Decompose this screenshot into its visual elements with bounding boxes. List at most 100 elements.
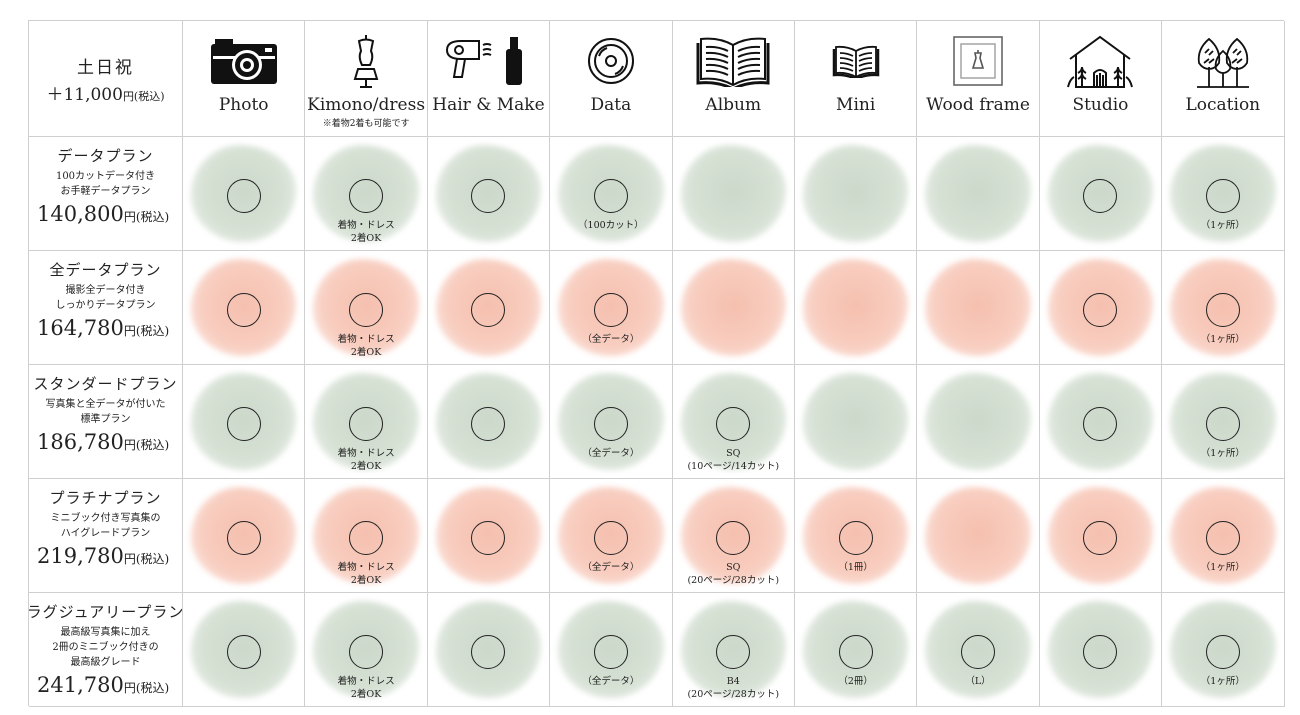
plan-feature-cell xyxy=(183,593,306,707)
feature-header-hair-make: Hair & Make xyxy=(427,21,551,137)
included-circle-mark xyxy=(838,635,873,669)
plan-feature-cell xyxy=(427,479,551,593)
plan-feature-cell: （全データ） xyxy=(550,593,673,707)
included-circle-mark xyxy=(349,521,384,555)
plan-feature-cell: （L） xyxy=(917,593,1040,707)
open-book-icon xyxy=(673,31,794,91)
included-circle-mark xyxy=(1205,179,1240,213)
watercolor-blob xyxy=(925,259,1031,356)
plan-description: 最高級写真集に加え 2冊のミニブック付きの 最高級グレード xyxy=(52,627,159,668)
plan-feature-cell xyxy=(672,251,795,365)
plan-name: ラグジュアリープラン xyxy=(29,603,183,621)
included-circle-mark xyxy=(1205,521,1240,555)
plan-feature-cell xyxy=(917,137,1040,251)
watercolor-blob xyxy=(680,145,786,242)
feature-detail-note: 着物・ドレス 2着OK xyxy=(337,448,395,472)
dress-mannequin-icon xyxy=(305,31,426,91)
feature-detail-note: （1ヶ所） xyxy=(1200,334,1245,345)
surcharge-amount: ＋11,000円(税込) xyxy=(46,84,165,105)
plan-feature-cell xyxy=(427,137,551,251)
included-circle-mark xyxy=(349,635,384,669)
plan-price-value: 219,780 xyxy=(37,544,124,568)
disc-icon xyxy=(550,31,671,91)
plan-feature-cell: （2冊） xyxy=(794,593,918,707)
house-plants-icon xyxy=(1040,31,1161,91)
included-circle-mark xyxy=(1083,179,1118,213)
watercolor-blob xyxy=(925,487,1031,584)
plan-price-tax: 円(税込) xyxy=(123,324,170,338)
feature-header-data: Data xyxy=(550,21,673,137)
feature-detail-note: （1冊） xyxy=(838,562,873,573)
plan-price-tax: 円(税込) xyxy=(123,210,170,224)
feature-label: Album xyxy=(705,95,762,115)
plan-description: 100カットデータ付き お手軽データプラン xyxy=(55,171,156,197)
feature-detail-note: （1ヶ所） xyxy=(1200,676,1245,687)
plan-feature-cell xyxy=(183,251,306,365)
included-circle-mark xyxy=(471,521,506,555)
plan-price: 164,780円(税込) xyxy=(33,316,169,340)
included-circle-mark xyxy=(593,293,628,327)
plan-price-value: 186,780 xyxy=(37,430,124,454)
included-circle-mark xyxy=(838,521,873,555)
plan-info-cell: 全データプラン 撮影全データ付き しっかりデータプラン 164,780円(税込) xyxy=(29,251,183,365)
included-circle-mark xyxy=(593,521,628,555)
feature-label: Photo xyxy=(218,95,269,115)
plan-price-value: 140,800 xyxy=(37,202,124,226)
watercolor-blob xyxy=(802,259,909,356)
plan-feature-cell xyxy=(1039,137,1163,251)
included-circle-mark xyxy=(471,407,506,441)
included-circle-mark xyxy=(593,635,628,669)
included-circle-mark xyxy=(226,521,261,555)
feature-detail-note: （L） xyxy=(965,676,991,687)
plan-feature-cell: 着物・ドレス 2着OK xyxy=(305,251,428,365)
plan-info-cell: ラグジュアリープラン 最高級写真集に加え 2冊のミニブック付きの 最高級グレード 2… xyxy=(29,593,183,707)
trees-icon xyxy=(1162,31,1283,91)
plan-price-tax: 円(税込) xyxy=(123,681,170,695)
feature-detail-note: 着物・ドレス 2着OK xyxy=(337,220,395,244)
plan-price-tax: 円(税込) xyxy=(123,438,170,452)
plan-name: スタンダードプラン xyxy=(33,375,178,393)
plan-info-cell: プラチナプラン ミニブック付き写真集の ハイグレードプラン 219,780円(税込) xyxy=(29,479,183,593)
feature-header-kimono-dress: Kimono/dress ※着物2着も可能です xyxy=(305,21,428,137)
feature-label: Studio xyxy=(1072,95,1129,115)
plan-feature-cell xyxy=(794,137,918,251)
plan-name: データプラン xyxy=(57,147,154,165)
feature-detail-note: （1ヶ所） xyxy=(1200,562,1245,573)
included-circle-mark xyxy=(1083,521,1118,555)
camera-icon xyxy=(183,31,304,91)
included-circle-mark xyxy=(593,179,628,213)
plan-feature-cell xyxy=(1039,251,1163,365)
feature-label: Location xyxy=(1185,95,1261,115)
feature-detail-note: SQ (10ページ/14カット) xyxy=(687,448,780,472)
watercolor-blob xyxy=(680,259,786,356)
feature-header-studio: Studio xyxy=(1039,21,1163,137)
feature-header-photo: Photo xyxy=(183,21,306,137)
plan-feature-cell xyxy=(917,251,1040,365)
plan-feature-cell: （1ヶ所） xyxy=(1162,137,1285,251)
feature-header-location: Location xyxy=(1162,21,1285,137)
included-circle-mark xyxy=(471,293,506,327)
feature-detail-note: 着物・ドレス 2着OK xyxy=(337,562,395,586)
feature-label: Hair & Make xyxy=(432,95,545,115)
feature-note: ※着物2着も可能です xyxy=(322,119,410,129)
picture-frame-icon xyxy=(917,31,1038,91)
feature-detail-note: 着物・ドレス 2着OK xyxy=(337,676,395,700)
feature-label: Wood frame xyxy=(926,95,1030,115)
hairdryer-mascara-icon xyxy=(428,31,549,91)
included-circle-mark xyxy=(716,407,751,441)
plan-feature-cell xyxy=(427,365,551,479)
included-circle-mark xyxy=(1205,635,1240,669)
small-book-icon xyxy=(795,31,916,91)
plan-feature-cell: B4 (20ページ/28カット) xyxy=(672,593,795,707)
watercolor-blob xyxy=(802,373,909,470)
plan-feature-cell xyxy=(1039,593,1163,707)
included-circle-mark xyxy=(1083,407,1118,441)
included-circle-mark xyxy=(226,179,261,213)
surcharge-header: 土日祝 ＋11,000円(税込) xyxy=(29,21,183,137)
feature-detail-note: （100カット） xyxy=(578,220,644,231)
included-circle-mark xyxy=(1083,293,1118,327)
feature-header-album: Album xyxy=(672,21,795,137)
plan-price: 140,800円(税込) xyxy=(33,202,169,226)
included-circle-mark xyxy=(226,635,261,669)
feature-detail-note: 着物・ドレス 2着OK xyxy=(337,334,395,358)
